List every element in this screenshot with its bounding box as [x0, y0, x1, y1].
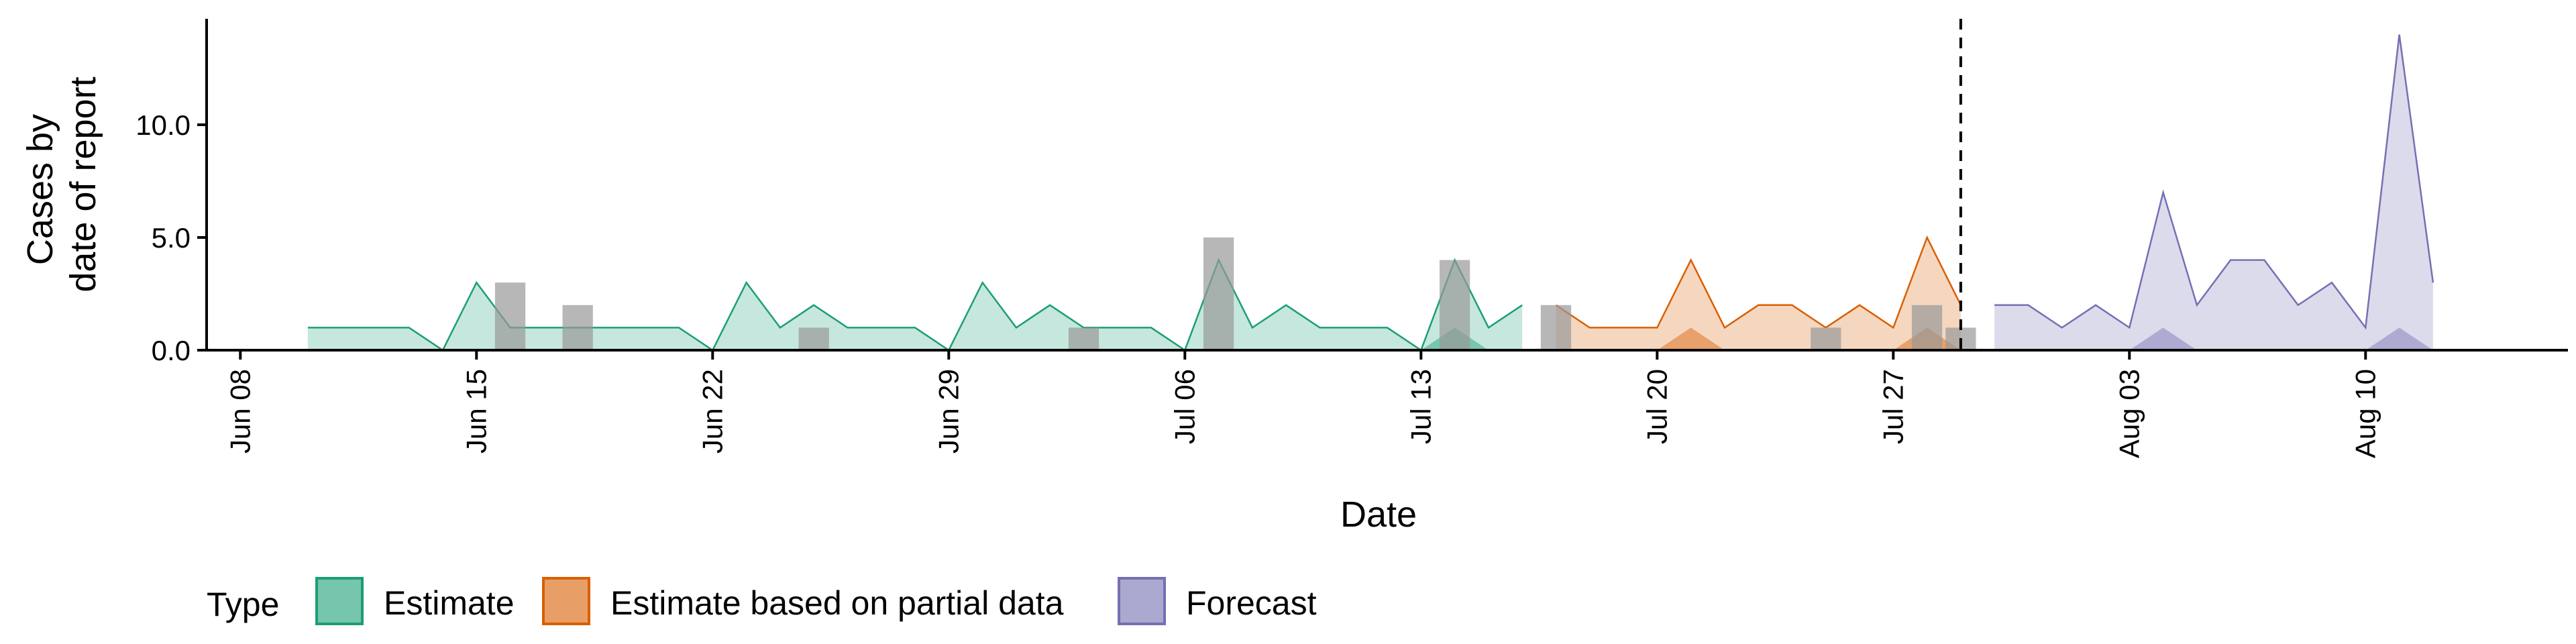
- observed-bar: [1540, 305, 1572, 350]
- x-axis-title: Date: [1340, 494, 1417, 535]
- y-axis-title-line-2: date of report: [63, 76, 103, 292]
- line-estimate-based-on-partial-data: [1555, 235, 1962, 329]
- y-tick-label: 5.0: [152, 222, 191, 254]
- area-estimate-based-on-partial-data: [1556, 237, 1961, 350]
- y-axis-title-line-1: Cases by: [20, 114, 60, 265]
- legend-title: Type: [207, 586, 279, 623]
- y-tick-label: 10.0: [136, 109, 191, 141]
- x-tick-label: Jun 15: [460, 369, 492, 453]
- legend-label-forecast: Forecast: [1186, 584, 1317, 622]
- legend-key-estimate: [315, 577, 364, 625]
- observed-bar: [494, 282, 526, 350]
- legend-key-forecast: [1118, 577, 1166, 625]
- y-axis-title: Cases by date of report: [20, 76, 103, 292]
- y-tick-label: 0.0: [152, 335, 191, 366]
- observed-bar: [562, 305, 593, 350]
- x-tick-label: Aug 10: [2349, 369, 2381, 458]
- line-forecast: [1994, 34, 2434, 330]
- observed-bar: [1439, 260, 1470, 350]
- observed-bar: [1068, 327, 1099, 350]
- observed-bar: [1911, 305, 1943, 350]
- plot-area: [307, 19, 2434, 352]
- area-estimate: [307, 260, 1523, 350]
- axes: 0.0 5.0 10.0 Jun 08 Jun 15 Jun 22 Jun 29 Jul 06…: [136, 19, 2568, 458]
- observed-bar: [798, 327, 829, 350]
- x-tick-label: Jun 22: [696, 369, 728, 453]
- inner-band-forecast: [1994, 327, 2433, 350]
- x-tick-label: Jun 29: [932, 369, 964, 453]
- legend-key-estimate-based-on-partial-data: [542, 577, 590, 625]
- observed-bar: [1203, 237, 1234, 350]
- x-tick-label: Jul 20: [1641, 369, 1672, 444]
- area-forecast: [1994, 34, 2433, 350]
- legend-label-estimate: Estimate: [384, 584, 515, 622]
- x-tick-label: Jul 06: [1169, 369, 1200, 444]
- legend-label-estimate-based-on-partial-data: Estimate based on partial data: [610, 584, 1064, 622]
- x-tick-label: Jun 08: [224, 369, 256, 453]
- x-tick-label: Jul 27: [1877, 369, 1909, 444]
- observed-bar: [1811, 327, 1841, 350]
- legend: Type Estimate Estimate based on partial d…: [207, 577, 1317, 625]
- x-tick-label: Jul 13: [1405, 369, 1436, 444]
- x-tick-label: Aug 03: [2113, 369, 2145, 458]
